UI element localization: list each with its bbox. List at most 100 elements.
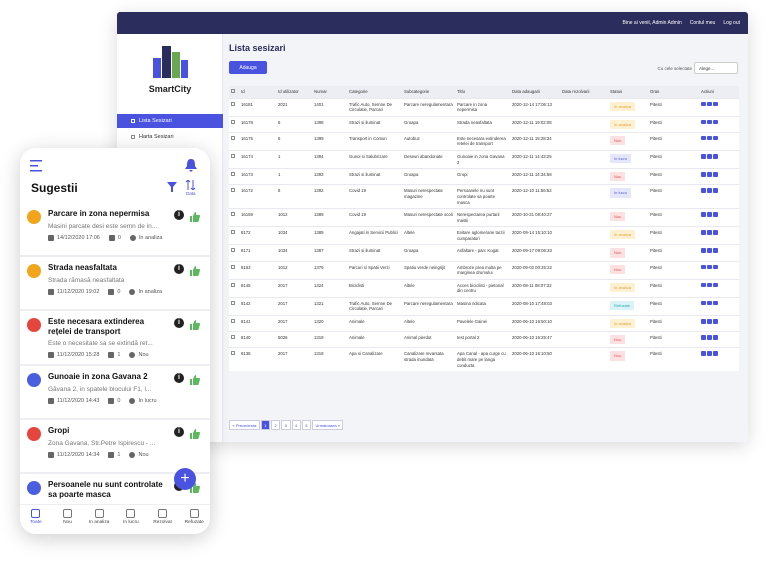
like-button[interactable]	[190, 426, 200, 440]
add-fab[interactable]: +	[174, 468, 196, 490]
delete-action[interactable]	[713, 319, 718, 324]
edit-action[interactable]	[701, 230, 706, 235]
delete-action[interactable]	[713, 135, 718, 141]
nav-item[interactable]: Toate	[20, 505, 52, 534]
logout-link[interactable]: Log out	[723, 20, 740, 26]
view-action[interactable]	[707, 230, 712, 235]
edit-action[interactable]	[701, 212, 706, 217]
checkbox[interactable]	[231, 300, 235, 305]
info-button[interactable]: i	[174, 373, 184, 384]
like-button[interactable]	[190, 263, 200, 276]
checkbox[interactable]	[231, 282, 235, 287]
menu-item[interactable]: Harta Sesizari	[117, 130, 223, 144]
checkbox[interactable]	[231, 264, 235, 269]
edit-action[interactable]	[701, 282, 706, 288]
view-action[interactable]	[707, 300, 712, 306]
page-link[interactable]: 2	[271, 420, 281, 430]
checkbox[interactable]	[231, 135, 235, 140]
sort-icon[interactable]	[186, 180, 196, 190]
page-next[interactable]: Urmatoarea »	[311, 420, 344, 430]
delete-action[interactable]	[713, 264, 718, 270]
checkbox[interactable]	[231, 248, 235, 253]
checkbox[interactable]	[231, 188, 235, 193]
delete-action[interactable]	[713, 172, 718, 177]
nav-item[interactable]: Refuzate	[178, 505, 210, 534]
edit-action[interactable]	[701, 188, 706, 193]
checkbox[interactable]	[231, 89, 235, 94]
like-button[interactable]	[190, 317, 200, 330]
edit-action[interactable]	[701, 172, 706, 177]
info-button[interactable]: i	[174, 318, 184, 328]
delete-action[interactable]	[713, 212, 718, 217]
view-action[interactable]	[707, 119, 712, 125]
view-action[interactable]	[707, 212, 712, 217]
delete-action[interactable]	[713, 282, 718, 288]
like-button[interactable]	[190, 480, 200, 494]
info-button[interactable]: i	[174, 264, 184, 274]
edit-action[interactable]	[701, 154, 706, 159]
checkbox[interactable]	[231, 101, 235, 106]
edit-action[interactable]	[701, 264, 706, 270]
edit-action[interactable]	[701, 101, 706, 106]
view-action[interactable]	[707, 319, 712, 324]
checkbox[interactable]	[231, 212, 235, 217]
view-action[interactable]	[707, 351, 712, 356]
page-link[interactable]: 5	[301, 420, 311, 430]
edit-action[interactable]	[701, 119, 706, 125]
info-button[interactable]: i	[174, 427, 184, 438]
edit-action[interactable]	[701, 319, 706, 324]
suggestion-card[interactable]: i Gunoaie in zona Gavana 2 Găvana 2, in sp…	[20, 366, 210, 419]
checkbox[interactable]	[231, 230, 235, 235]
bell-icon[interactable]	[185, 158, 197, 172]
nav-item[interactable]: In lucru	[115, 505, 147, 534]
edit-action[interactable]	[701, 135, 706, 141]
view-action[interactable]	[707, 248, 712, 253]
edit-action[interactable]	[701, 300, 706, 306]
account-link[interactable]: Contul meu	[689, 20, 716, 26]
delete-action[interactable]	[713, 351, 718, 356]
delete-action[interactable]	[713, 188, 718, 193]
view-action[interactable]	[707, 135, 712, 141]
checkbox[interactable]	[231, 335, 235, 340]
view-action[interactable]	[707, 282, 712, 288]
edit-action[interactable]	[701, 335, 706, 340]
info-button[interactable]: i	[174, 210, 184, 220]
menu-item[interactable]: Lista Sesizari	[117, 114, 223, 128]
menu-icon[interactable]	[30, 160, 44, 172]
edit-action[interactable]	[701, 351, 706, 356]
page-link[interactable]: 3	[281, 420, 291, 430]
view-action[interactable]	[707, 154, 712, 159]
delete-action[interactable]	[713, 248, 718, 253]
delete-action[interactable]	[713, 119, 718, 125]
view-action[interactable]	[707, 172, 712, 177]
view-action[interactable]	[707, 335, 712, 340]
suggestion-card[interactable]: i Este necesara extinderea rețelei de tra…	[20, 311, 210, 365]
like-button[interactable]	[190, 372, 200, 386]
bulk-select[interactable]: Alege...	[694, 62, 738, 74]
suggestion-card[interactable]: i Gropi Zona Gavana, Str.Petre Ispirescu -…	[20, 420, 210, 473]
view-action[interactable]	[707, 188, 712, 193]
nav-item[interactable]: Nou	[52, 505, 84, 534]
add-button[interactable]: Adauga	[229, 61, 267, 74]
delete-action[interactable]	[713, 101, 718, 106]
suggestion-card[interactable]: i Parcare in zona nepermisa Masini parcate…	[20, 203, 210, 255]
edit-action[interactable]	[701, 248, 706, 253]
checkbox[interactable]	[231, 351, 235, 356]
page-prev[interactable]: « Precedenta	[229, 420, 260, 430]
view-action[interactable]	[707, 264, 712, 270]
delete-action[interactable]	[713, 300, 718, 306]
checkbox[interactable]	[231, 154, 235, 158]
checkbox[interactable]	[231, 172, 235, 177]
suggestion-card[interactable]: i Strada neasfaltata Strada rămasă neasfal…	[20, 257, 210, 309]
checkbox[interactable]	[231, 119, 235, 124]
checkbox[interactable]	[231, 319, 235, 324]
nav-item[interactable]: Rezolvat	[147, 505, 179, 534]
view-action[interactable]	[707, 101, 712, 106]
nav-item[interactable]: In analiza	[83, 505, 115, 534]
delete-action[interactable]	[713, 230, 718, 235]
delete-action[interactable]	[713, 154, 718, 159]
like-button[interactable]	[190, 209, 200, 222]
page-link[interactable]: 1	[260, 420, 271, 430]
filter-icon[interactable]	[167, 182, 177, 192]
page-link[interactable]: 4	[291, 420, 301, 430]
